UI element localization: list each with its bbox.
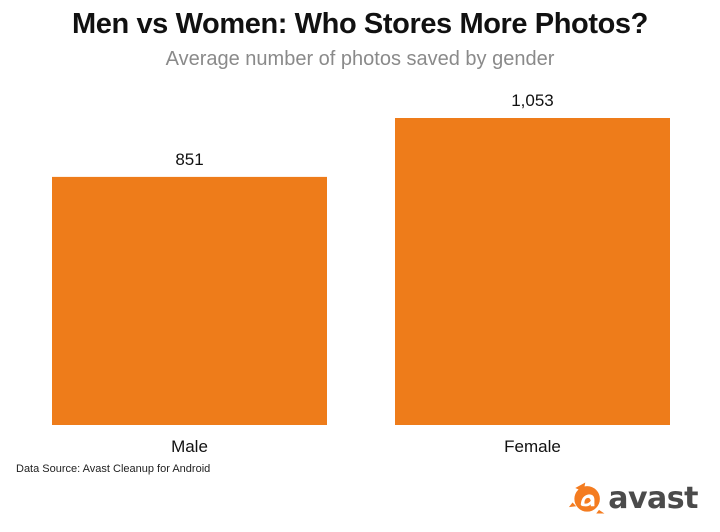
bar-male: [52, 176, 327, 425]
chart-title: Men vs Women: Who Stores More Photos?: [72, 8, 648, 40]
x-tick-label-male: Male: [171, 437, 208, 456]
data-source-note: Data Source: Avast Cleanup for Android: [16, 463, 211, 475]
data-label-female: 1,053: [511, 91, 554, 110]
avast-logo-text: avast: [608, 480, 698, 516]
chart-subtitle: Average number of photos saved by gender: [165, 48, 555, 70]
x-tick-label-female: Female: [504, 437, 561, 456]
avast-logo-icon: [568, 482, 605, 514]
bar-female: [395, 118, 670, 425]
data-label-male: 851: [175, 150, 203, 169]
avast-logo: avast: [568, 477, 698, 519]
